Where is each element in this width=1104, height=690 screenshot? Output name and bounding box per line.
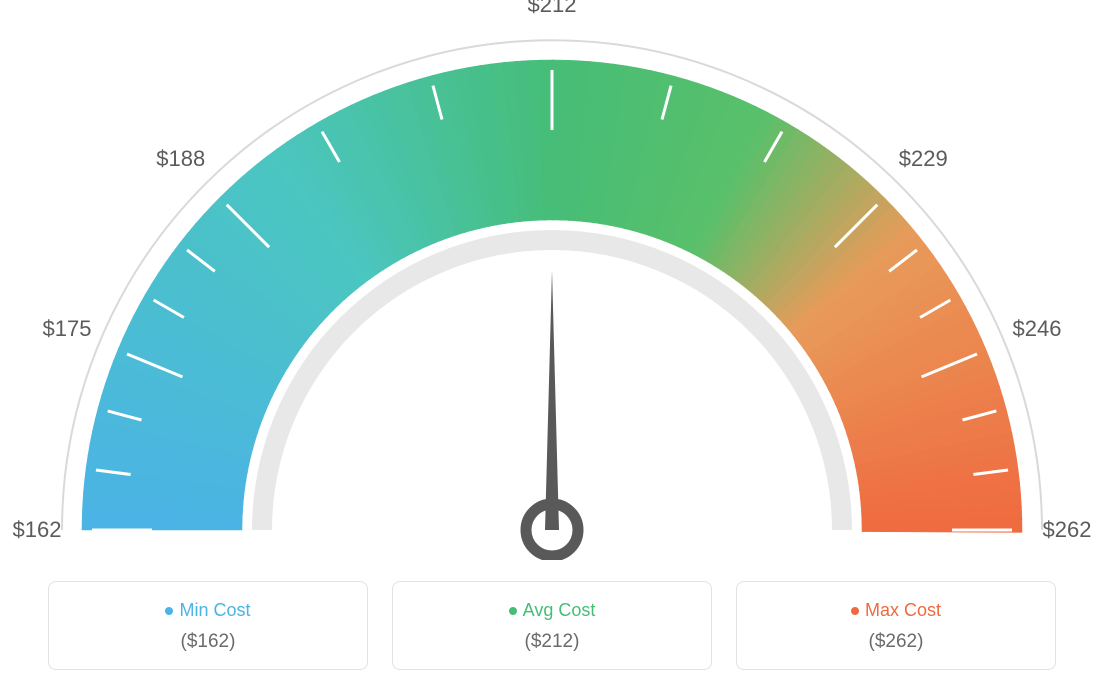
gauge-container: $162 $175 $188 $212 $229 $246 $262	[0, 0, 1104, 560]
legend-card-title: Max Cost	[747, 600, 1045, 621]
legend-card-value: ($162)	[59, 631, 357, 653]
legend-title-text: Avg Cost	[523, 600, 596, 620]
legend-dot-icon	[165, 607, 173, 615]
gauge-chart: $162 $175 $188 $212 $229 $246 $262	[0, 0, 1104, 560]
gauge-tick-label: $162	[13, 517, 62, 542]
legend-card: Min Cost ($162)	[48, 581, 368, 670]
legend-dot-icon	[509, 607, 517, 615]
gauge-tick-label: $212	[528, 0, 577, 17]
legend-card: Max Cost ($262)	[736, 581, 1056, 670]
gauge-tick-label: $229	[899, 146, 948, 171]
legend-card-value: ($212)	[403, 631, 701, 653]
legend-row: Min Cost ($162) Avg Cost ($212) Max Cost ($26…	[0, 581, 1104, 670]
legend-card-value: ($262)	[747, 631, 1045, 653]
gauge-tick-label: $246	[1013, 316, 1062, 341]
legend-card: Avg Cost ($212)	[392, 581, 712, 670]
gauge-tick-label: $188	[156, 146, 205, 171]
legend-card-title: Min Cost	[59, 600, 357, 621]
legend-dot-icon	[851, 607, 859, 615]
gauge-needle	[545, 270, 559, 530]
legend-title-text: Max Cost	[865, 600, 941, 620]
gauge-tick-label: $175	[42, 316, 91, 341]
gauge-tick-label: $262	[1043, 517, 1092, 542]
legend-card-title: Avg Cost	[403, 600, 701, 621]
legend-title-text: Min Cost	[179, 600, 250, 620]
